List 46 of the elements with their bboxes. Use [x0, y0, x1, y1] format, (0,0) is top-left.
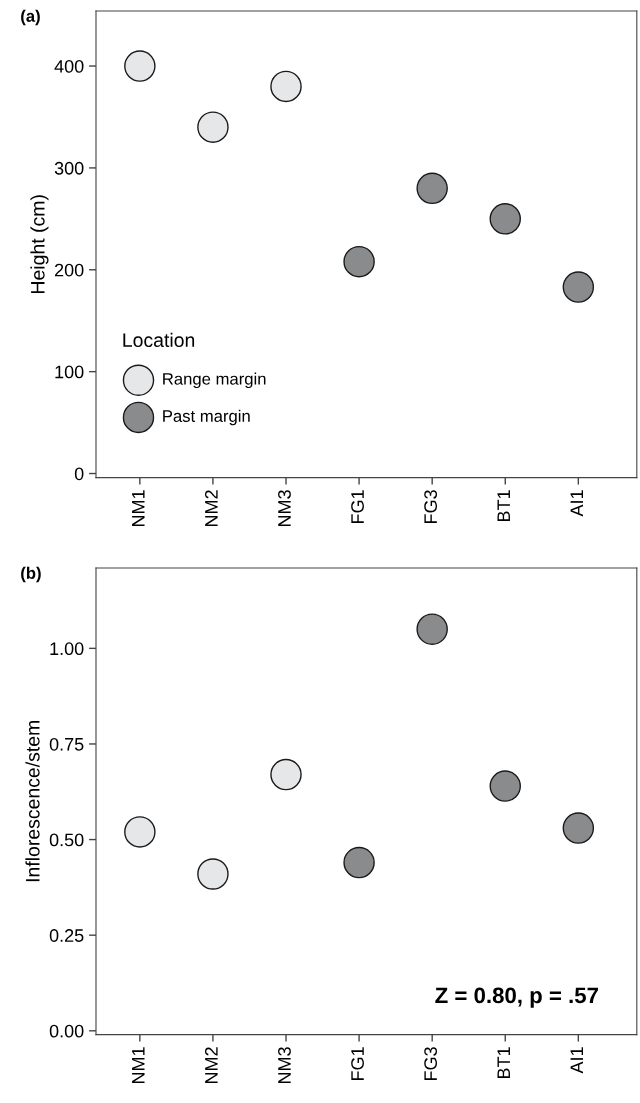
- point: [416, 172, 448, 205]
- point: [124, 816, 156, 848]
- x-tick-label: NM2: [204, 490, 218, 527]
- x-tick-label: NM3: [278, 490, 291, 527]
- y-tick-label: 0.00: [49, 1024, 84, 1038]
- point: [416, 613, 448, 645]
- legend-title: Location: [123, 332, 195, 348]
- x-tick-label: NM1: [132, 490, 145, 527]
- y-tick-label: 0.25: [49, 929, 84, 942]
- y-axis-title: Height (cm): [30, 195, 49, 293]
- chart-title: (a): [21, 9, 40, 26]
- point: [197, 111, 229, 143]
- y-axis-title: Inflorescence/stem: [25, 721, 40, 882]
- y-tick-label: 1.00: [50, 642, 84, 656]
- point: [124, 50, 156, 82]
- x-tick-label: AI1: [570, 490, 583, 517]
- x-tick-label: NM1: [132, 1047, 145, 1084]
- point: [562, 271, 595, 303]
- x-tick-label: FG3: [424, 1047, 438, 1081]
- y-tick-label: 100: [55, 365, 84, 379]
- x-tick-label: FG1: [351, 490, 364, 524]
- legend-label: Range margin: [163, 372, 266, 389]
- x-tick-label: AI1: [570, 1047, 583, 1074]
- x-tick-label: BT1: [497, 490, 510, 522]
- chart-title: (b): [21, 566, 41, 583]
- point: [343, 846, 375, 879]
- y-tick-label: 0.75: [49, 737, 84, 751]
- annotation: Z = 0.80, p = .57: [435, 987, 598, 1008]
- point: [343, 245, 375, 278]
- point: [270, 70, 302, 103]
- y-tick-label: 400: [54, 59, 84, 73]
- point: [489, 770, 522, 802]
- x-tick-label: NM3: [278, 1047, 291, 1084]
- x-tick-label: FG1: [351, 1047, 364, 1081]
- point: [562, 812, 595, 844]
- point: [270, 758, 302, 791]
- legend-label: Past margin: [163, 409, 250, 426]
- x-tick-label: FG3: [424, 490, 438, 524]
- x-tick-label: NM2: [204, 1047, 218, 1084]
- y-tick-label: 0: [74, 467, 84, 481]
- x-tick-label: BT1: [497, 1047, 510, 1079]
- point: [489, 203, 522, 235]
- y-tick-label: 0.50: [49, 833, 84, 847]
- y-tick-label: 200: [54, 263, 84, 277]
- point: [197, 858, 229, 890]
- y-tick-label: 300: [54, 161, 84, 175]
